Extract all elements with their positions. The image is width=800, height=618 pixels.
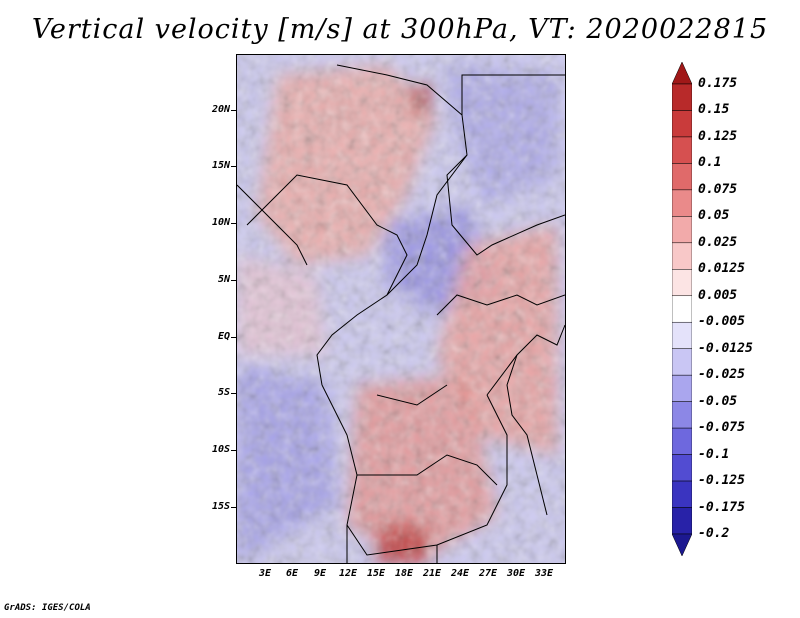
lat-label-5s: 5S bbox=[217, 387, 230, 398]
lon-label-18e: 18E bbox=[394, 568, 414, 579]
lon-label-21e: 21E bbox=[422, 568, 442, 579]
grads-credit: GrADS: IGES/COLA bbox=[4, 603, 91, 613]
lat-tick bbox=[231, 110, 236, 111]
colorbar-segment bbox=[671, 454, 693, 482]
colorbar-segment bbox=[671, 163, 693, 191]
lon-label-3e: 3E bbox=[258, 568, 272, 579]
lat-label-eq: EQ bbox=[217, 331, 230, 342]
colorbar-label: -0.1 bbox=[698, 446, 730, 462]
colorbar-label: 0.15 bbox=[698, 102, 730, 118]
colorbar-label: 0.025 bbox=[698, 234, 738, 250]
lat-label-10s: 10S bbox=[211, 444, 230, 455]
lat-label-5n: 5N bbox=[217, 274, 230, 285]
lat-tick bbox=[231, 280, 236, 281]
colorbar-label: 0.0125 bbox=[698, 261, 745, 277]
colorbar-segment bbox=[671, 427, 693, 455]
colorbar-label: -0.025 bbox=[698, 367, 745, 383]
lon-label-12e: 12E bbox=[338, 568, 358, 579]
field-texture bbox=[237, 55, 565, 563]
colorbar-segment bbox=[671, 269, 693, 297]
vertical-velocity-map bbox=[236, 54, 566, 564]
colorbar-segment bbox=[671, 83, 693, 111]
lat-tick bbox=[231, 507, 236, 508]
colorbar-segment bbox=[671, 507, 693, 535]
country-borders bbox=[237, 64, 565, 563]
colorbar-bottom-arrow bbox=[671, 533, 693, 557]
colorbar-label: -0.075 bbox=[698, 420, 745, 436]
colorbar-segment bbox=[671, 295, 693, 323]
colorbar-svg bbox=[671, 61, 693, 557]
colorbar-segment bbox=[671, 110, 693, 138]
colorbar-segment bbox=[671, 480, 693, 508]
lat-tick bbox=[231, 393, 236, 394]
lat-tick bbox=[231, 166, 236, 167]
colorbar-segment bbox=[671, 189, 693, 217]
colorbar-label: 0.175 bbox=[698, 76, 738, 91]
colorbar-label: -0.125 bbox=[698, 473, 745, 489]
lon-label-15e: 15E bbox=[366, 568, 386, 579]
colorbar-label: -0.005 bbox=[698, 314, 745, 330]
lat-label-10n: 10N bbox=[211, 217, 230, 228]
lat-tick bbox=[231, 223, 236, 224]
map-svg bbox=[237, 55, 565, 563]
colorbar-label: 0.125 bbox=[698, 128, 738, 144]
colorbar-label: 0.05 bbox=[698, 208, 730, 224]
colorbar-segment bbox=[671, 216, 693, 244]
colorbar-label: -0.05 bbox=[698, 393, 738, 409]
colorbar-label: -0.0125 bbox=[698, 340, 753, 356]
colorbar-label: 0.005 bbox=[698, 287, 738, 303]
colorbar-segment bbox=[671, 374, 693, 402]
lon-label-6e: 6E bbox=[285, 568, 299, 579]
lon-label-24e: 24E bbox=[450, 568, 470, 579]
colorbar-label: 0.075 bbox=[698, 181, 738, 197]
lat-label-15n: 15N bbox=[211, 160, 230, 171]
lon-label-33e: 33E bbox=[534, 568, 554, 579]
colorbar-label: -0.2 bbox=[698, 526, 730, 541]
lon-label-9e: 9E bbox=[313, 568, 327, 579]
lon-label-27e: 27E bbox=[478, 568, 498, 579]
map-title: Vertical velocity [m/s] at 300hPa, VT: 2… bbox=[31, 14, 769, 45]
lat-label-20n: 20N bbox=[211, 104, 230, 115]
colorbar-label: 0.1 bbox=[698, 155, 722, 171]
lon-label-30e: 30E bbox=[506, 568, 526, 579]
colorbar-top-arrow bbox=[671, 61, 693, 85]
colorbar-segment bbox=[671, 242, 693, 270]
colorbar-segment bbox=[671, 348, 693, 376]
lat-tick bbox=[231, 450, 236, 451]
lat-tick bbox=[231, 337, 236, 338]
colorbar-segment bbox=[671, 136, 693, 164]
colorbar-label: -0.175 bbox=[698, 499, 745, 515]
lat-label-15s: 15S bbox=[211, 501, 230, 512]
colorbar-segment bbox=[671, 401, 693, 429]
colorbar-segment bbox=[671, 321, 693, 349]
colorbar bbox=[671, 61, 693, 557]
